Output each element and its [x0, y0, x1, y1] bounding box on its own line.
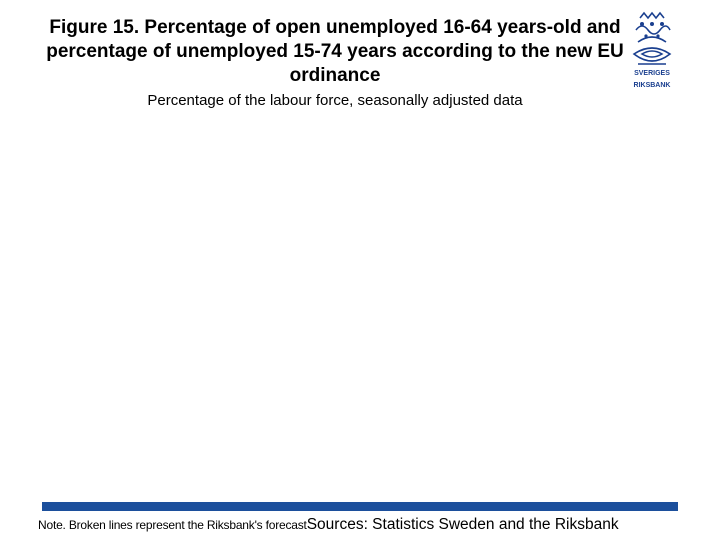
- footer-band: [42, 502, 678, 511]
- logo-text: RIKSBANK: [633, 82, 671, 89]
- slide-subtitle: Percentage of the labour force, seasonal…: [147, 92, 523, 109]
- slide-title: Figure 15. Percentage of open unemployed…: [46, 17, 624, 86]
- sources: Sources: Statistics Sweden and the Riksb…: [306, 516, 619, 533]
- logo: [632, 11, 672, 65]
- logo-text: SVERIGES: [634, 70, 670, 77]
- note: Note. Broken lines represent the Riksban…: [38, 518, 307, 532]
- footer: Note. Broken lines represent the Riksban…: [38, 516, 619, 534]
